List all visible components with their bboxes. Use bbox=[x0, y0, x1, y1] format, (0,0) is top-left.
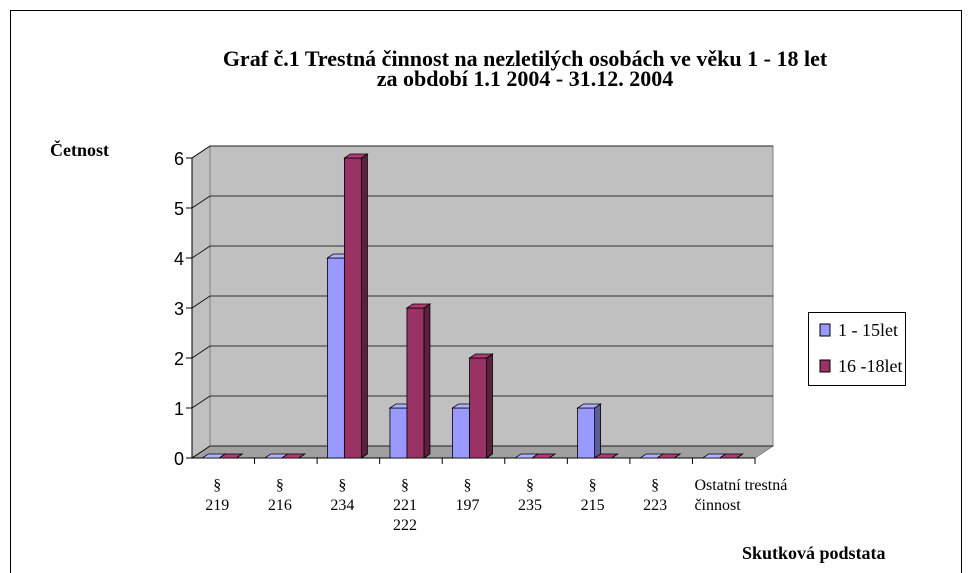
x-tick-label: § 219 bbox=[205, 477, 230, 514]
bar bbox=[576, 403, 602, 459]
bar-face bbox=[280, 453, 307, 459]
grid-line bbox=[191, 295, 773, 309]
bar-face bbox=[452, 407, 470, 459]
bar-face bbox=[360, 153, 368, 459]
bar bbox=[593, 453, 619, 459]
x-tick-label: § 221 222 bbox=[392, 477, 417, 534]
bar-face bbox=[423, 303, 431, 459]
legend-swatch bbox=[819, 323, 831, 337]
bar-face bbox=[576, 403, 602, 409]
x-tick-label: Ostatní trestná činnost bbox=[694, 477, 788, 514]
legend-label: 16 -18let bbox=[838, 356, 903, 376]
bar-face bbox=[718, 453, 745, 459]
legend-label: 1 - 15let bbox=[838, 320, 898, 340]
y-tick-label: 2 bbox=[174, 349, 184, 369]
x-tick-label: § 234 bbox=[330, 477, 355, 514]
bar-face bbox=[405, 303, 432, 309]
bar-face bbox=[217, 453, 244, 459]
x-tick-label: § 197 bbox=[455, 477, 480, 514]
bar-face bbox=[343, 153, 369, 159]
grid-line bbox=[191, 145, 773, 159]
chart-subtitle: za období 1.1 2004 - 31.12. 2004 bbox=[377, 66, 673, 91]
x-tick-label: § 223 bbox=[643, 477, 668, 514]
grid-line bbox=[191, 395, 773, 409]
bar-face bbox=[530, 453, 557, 459]
bar-face bbox=[655, 453, 682, 459]
y-tick-label: 5 bbox=[174, 199, 184, 219]
bar bbox=[655, 453, 682, 459]
bar-face bbox=[486, 353, 493, 459]
y-tick-label: 6 bbox=[174, 149, 184, 169]
bar bbox=[280, 453, 307, 459]
y-tick-label: 4 bbox=[174, 249, 184, 269]
grid-line bbox=[191, 245, 773, 259]
bar-face bbox=[577, 407, 596, 459]
x-tick-label: § 216 bbox=[267, 477, 292, 514]
y-tick-label: 0 bbox=[174, 449, 184, 469]
x-tick-label: § 235 bbox=[518, 477, 543, 514]
bar bbox=[405, 303, 432, 459]
legend-swatch bbox=[819, 359, 831, 373]
x-tick-label: § 215 bbox=[580, 477, 605, 514]
frame bbox=[10, 10, 962, 573]
bar-face bbox=[469, 357, 487, 459]
bar bbox=[343, 153, 369, 459]
bar-face bbox=[468, 353, 494, 359]
bar bbox=[217, 453, 244, 459]
bar-face bbox=[389, 407, 408, 459]
y-tick-label: 3 bbox=[174, 299, 184, 319]
grid-line bbox=[191, 195, 773, 209]
bar-face bbox=[594, 403, 602, 459]
grid-line bbox=[191, 345, 773, 359]
x-axis-label: Skutková podstata bbox=[742, 543, 886, 563]
bar-face bbox=[406, 307, 425, 459]
bar bbox=[530, 453, 557, 459]
y-tick-label: 1 bbox=[174, 399, 184, 419]
bar-face bbox=[343, 157, 362, 459]
y-axis-label: Četnost bbox=[50, 139, 109, 160]
bar-face bbox=[593, 453, 619, 459]
bar-face bbox=[326, 257, 345, 459]
bar bbox=[468, 353, 494, 459]
chart-title: Graf č.1 Trestná činnost na nezletilých … bbox=[223, 46, 828, 71]
bar bbox=[718, 453, 745, 459]
